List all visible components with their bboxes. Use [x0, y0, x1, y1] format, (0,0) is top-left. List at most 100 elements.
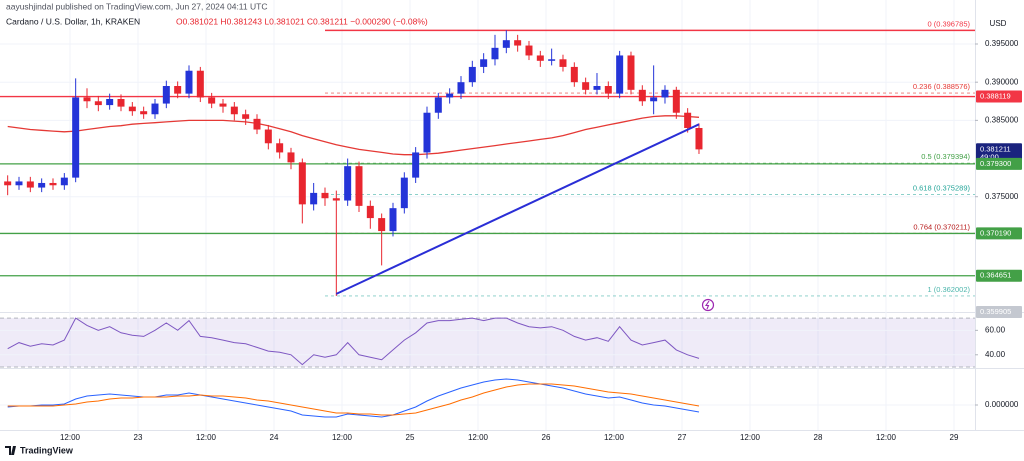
y-tick-label: 0.375000 — [985, 192, 1019, 201]
fib-label: 0 (0.396785) — [927, 19, 970, 28]
fib-label: 0.236 (0.388576) — [913, 82, 971, 91]
candle-body — [491, 47, 499, 60]
candle-body — [106, 98, 114, 106]
x-tick-label: 12:00 — [604, 433, 625, 442]
candle-body — [423, 112, 431, 153]
candle-body — [185, 70, 193, 94]
publisher-note: aayushjindal published on TradingView.co… — [6, 1, 267, 11]
candle-body — [502, 40, 510, 48]
symbol-info: Cardano / U.S. Dollar, 1h, KRAKEN — [6, 16, 140, 26]
x-tick-label: 29 — [950, 433, 959, 442]
candle-body — [514, 40, 522, 46]
x-tick-label: 12:00 — [60, 433, 81, 442]
candle-body — [253, 118, 261, 130]
candle-body — [570, 66, 578, 83]
fib-label: 0.5 (0.379394) — [921, 152, 970, 161]
price-tag — [976, 90, 1022, 103]
indicator-line — [7, 317, 700, 366]
candle-body — [638, 89, 646, 102]
candle-body — [627, 55, 635, 90]
candle-body — [72, 97, 80, 178]
x-tick-label: 27 — [678, 433, 687, 442]
candle-body — [446, 93, 454, 98]
price-tag-label: 0.364651 — [980, 271, 1011, 280]
x-tick-label: 23 — [134, 433, 143, 442]
candle-body — [695, 127, 703, 150]
fib-label: 1 (0.362002) — [927, 285, 970, 294]
y-tick-label: 0.395000 — [985, 39, 1019, 48]
candle-body — [616, 55, 624, 94]
x-tick-label: 24 — [270, 433, 279, 442]
price-tag-countdown: 49:00 — [980, 152, 999, 161]
candle-body — [548, 59, 556, 61]
candle-body — [457, 82, 465, 94]
alert-circle[interactable] — [701, 298, 715, 312]
candle-body — [264, 129, 272, 144]
fib-label: 0.618 (0.375289) — [913, 183, 971, 192]
x-tick-label: 12:00 — [332, 433, 353, 442]
candle-body — [60, 177, 68, 186]
price-tag — [976, 269, 1022, 282]
candle-body — [26, 181, 34, 188]
candle-body — [480, 59, 488, 67]
candle-body — [117, 98, 125, 107]
candle-body — [559, 59, 567, 67]
price-tag-label: 0.381211 — [980, 144, 1011, 153]
candle-body — [344, 166, 352, 201]
plot-layer: 12:00 23 12:00 24 12:00 25 12:00 26 12:00 27 12:00… — [0, 0, 1022, 442]
price-tag-label: 0.370190 — [980, 228, 1011, 237]
candle-body — [219, 103, 227, 107]
x-tick-label: 12:00 — [876, 433, 897, 442]
price-tag — [976, 305, 1022, 318]
price-tag-label: 0.379300 — [980, 159, 1011, 168]
fib-label: 0.764 (0.370211) — [913, 222, 970, 231]
x-tick-label: 12:00 — [196, 433, 217, 442]
candle-body — [276, 143, 284, 153]
rsi-band — [0, 318, 975, 367]
candle-body — [49, 182, 57, 186]
y-tick-label: 0.385000 — [985, 115, 1019, 124]
candle-body — [661, 89, 669, 98]
candle-body — [332, 198, 340, 201]
trend-line — [335, 123, 700, 295]
candle-body — [310, 192, 318, 205]
footer-logo[interactable]: TradingView — [5, 445, 74, 455]
price-tag-label: 0.388119 — [980, 92, 1011, 101]
candle-body — [83, 97, 91, 102]
price-tag — [976, 157, 1022, 170]
moving-average — [7, 115, 700, 156]
candle-body — [582, 82, 590, 90]
alert-bolt[interactable] — [704, 300, 710, 310]
logo-mark[interactable] — [5, 446, 16, 455]
candle-body — [604, 86, 612, 94]
indicator-line — [7, 378, 700, 418]
candle-body — [468, 66, 476, 83]
alert-icon[interactable] — [701, 298, 715, 312]
y-tick-label: 40.00 — [985, 350, 1006, 359]
ohlc-info: O0.381021 H0.381243 L0.381021 C0.381211 … — [176, 16, 428, 26]
y-tick-label: 60.00 — [985, 325, 1006, 334]
y-tick-label: 0.000000 — [985, 400, 1019, 409]
brand-name[interactable]: TradingView — [20, 445, 74, 455]
candle-body — [174, 86, 182, 94]
candle-body — [208, 97, 216, 104]
x-tick-label: 26 — [542, 433, 551, 442]
candle-body — [4, 181, 12, 186]
candle-body — [321, 192, 329, 199]
candle-body — [536, 55, 544, 61]
candle-body — [355, 166, 363, 206]
candle-body — [162, 86, 170, 104]
candle-body — [412, 152, 420, 178]
candle-body — [287, 152, 295, 163]
candle-body — [650, 97, 658, 102]
price-tag — [976, 227, 1022, 240]
x-tick-label: 12:00 — [740, 433, 761, 442]
candle-body — [378, 218, 386, 232]
candle-body — [684, 112, 692, 128]
x-tick-label: 28 — [814, 433, 823, 442]
candle-body — [15, 181, 23, 186]
candle-body — [389, 208, 397, 232]
x-tick-label: 12:00 — [468, 433, 489, 442]
